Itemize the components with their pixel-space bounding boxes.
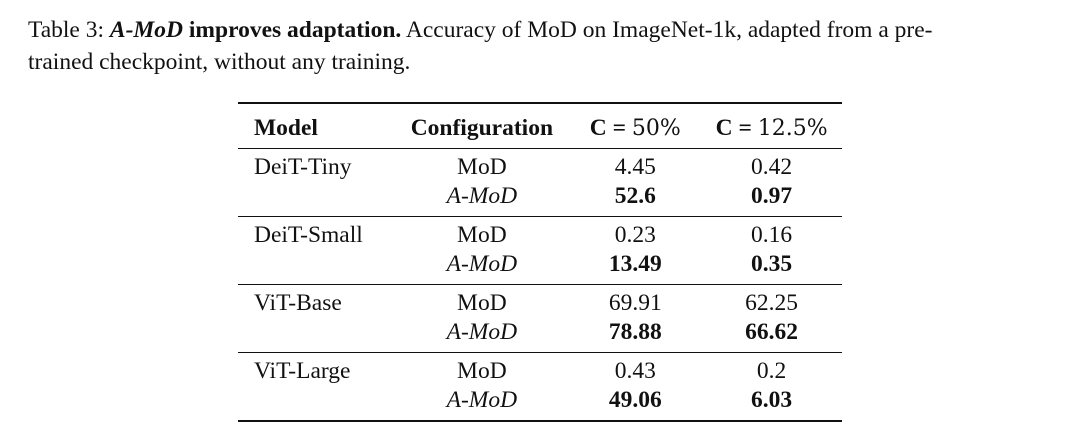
caption-text-line2: trained checkpoint, without any training… [28, 49, 411, 75]
config-cell: A-MoD [446, 251, 518, 277]
config-cell: A-MoD [446, 387, 518, 413]
config-cell: MoD [394, 284, 570, 318]
c125-cell: 0.2 [701, 352, 842, 386]
caption-text-line1: Accuracy of MoD on ImageNet-1k, adapted … [405, 17, 933, 43]
config-cell: MoD [394, 352, 570, 386]
model-name: DeiT-Tiny [254, 154, 352, 180]
table-row: ViT-Large MoD 0.43 0.2 [238, 352, 842, 386]
c125-cell: 62.25 [701, 284, 842, 318]
table-row: A-MoD 78.88 66.62 [238, 318, 842, 353]
c50-cell: 49.06 [608, 387, 662, 413]
results-table: Model Configuration C = 50% C = 12.5% De… [238, 102, 842, 422]
c50-cell: 78.88 [608, 319, 662, 345]
table-caption: Table 3: A-MoD improves adaptation. Accu… [28, 14, 1058, 78]
table-row: A-MoD 52.6 0.97 [238, 182, 842, 217]
model-name: DeiT-Small [238, 216, 395, 250]
config-cell: A-MoD [446, 183, 518, 209]
c125-cell: 0.16 [701, 216, 842, 250]
caption-title: improves adaptation. [188, 17, 402, 43]
results-table-container: Model Configuration C = 50% C = 12.5% De… [238, 102, 842, 422]
model-name: ViT-Base [238, 284, 395, 318]
caption-label: Table 3: [28, 17, 105, 43]
model-name: ViT-Large [238, 352, 395, 386]
header-c125-prefix: C = [715, 114, 752, 141]
c125-cell: 0.35 [751, 251, 793, 277]
c125-cell: 66.62 [745, 319, 799, 345]
table-row: DeiT-Small MoD 0.23 0.16 [238, 216, 842, 250]
c125-cell: 0.42 [751, 154, 793, 180]
header-c125: C = 12.5% [701, 103, 842, 149]
model-name-empty [238, 318, 394, 353]
header-c50: C = 50% [569, 103, 702, 149]
c50-cell: 69.91 [569, 284, 702, 318]
c50-cell: 13.49 [608, 251, 662, 277]
c50-cell: 52.6 [614, 183, 656, 209]
c50-cell: 4.45 [614, 154, 656, 180]
c125-cell: 0.97 [751, 183, 793, 209]
header-c50-prefix: C = [589, 114, 627, 141]
table-row: A-MoD 13.49 0.35 [238, 250, 842, 285]
caption-title-method: A-MoD [109, 17, 184, 43]
config-cell: A-MoD [446, 319, 518, 345]
config-cell: MoD [457, 154, 507, 180]
model-name-empty [238, 386, 394, 421]
header-configuration: Configuration [394, 103, 570, 149]
header-c50-value: 50% [631, 115, 681, 141]
model-name-empty [238, 182, 394, 217]
c50-cell: 0.43 [569, 352, 702, 386]
header-model: Model [238, 103, 395, 149]
table-row: A-MoD 49.06 6.03 [238, 386, 842, 421]
model-name-empty [238, 250, 394, 285]
table-header-row: Model Configuration C = 50% C = 12.5% [238, 103, 842, 149]
table-row: DeiT-Tiny MoD 4.45 0.42 [238, 149, 842, 183]
c50-cell: 0.23 [569, 216, 702, 250]
table-row: ViT-Base MoD 69.91 62.25 [238, 284, 842, 318]
config-cell: MoD [394, 216, 570, 250]
header-c125-value: 12.5% [757, 115, 828, 141]
c125-cell: 6.03 [751, 387, 793, 413]
